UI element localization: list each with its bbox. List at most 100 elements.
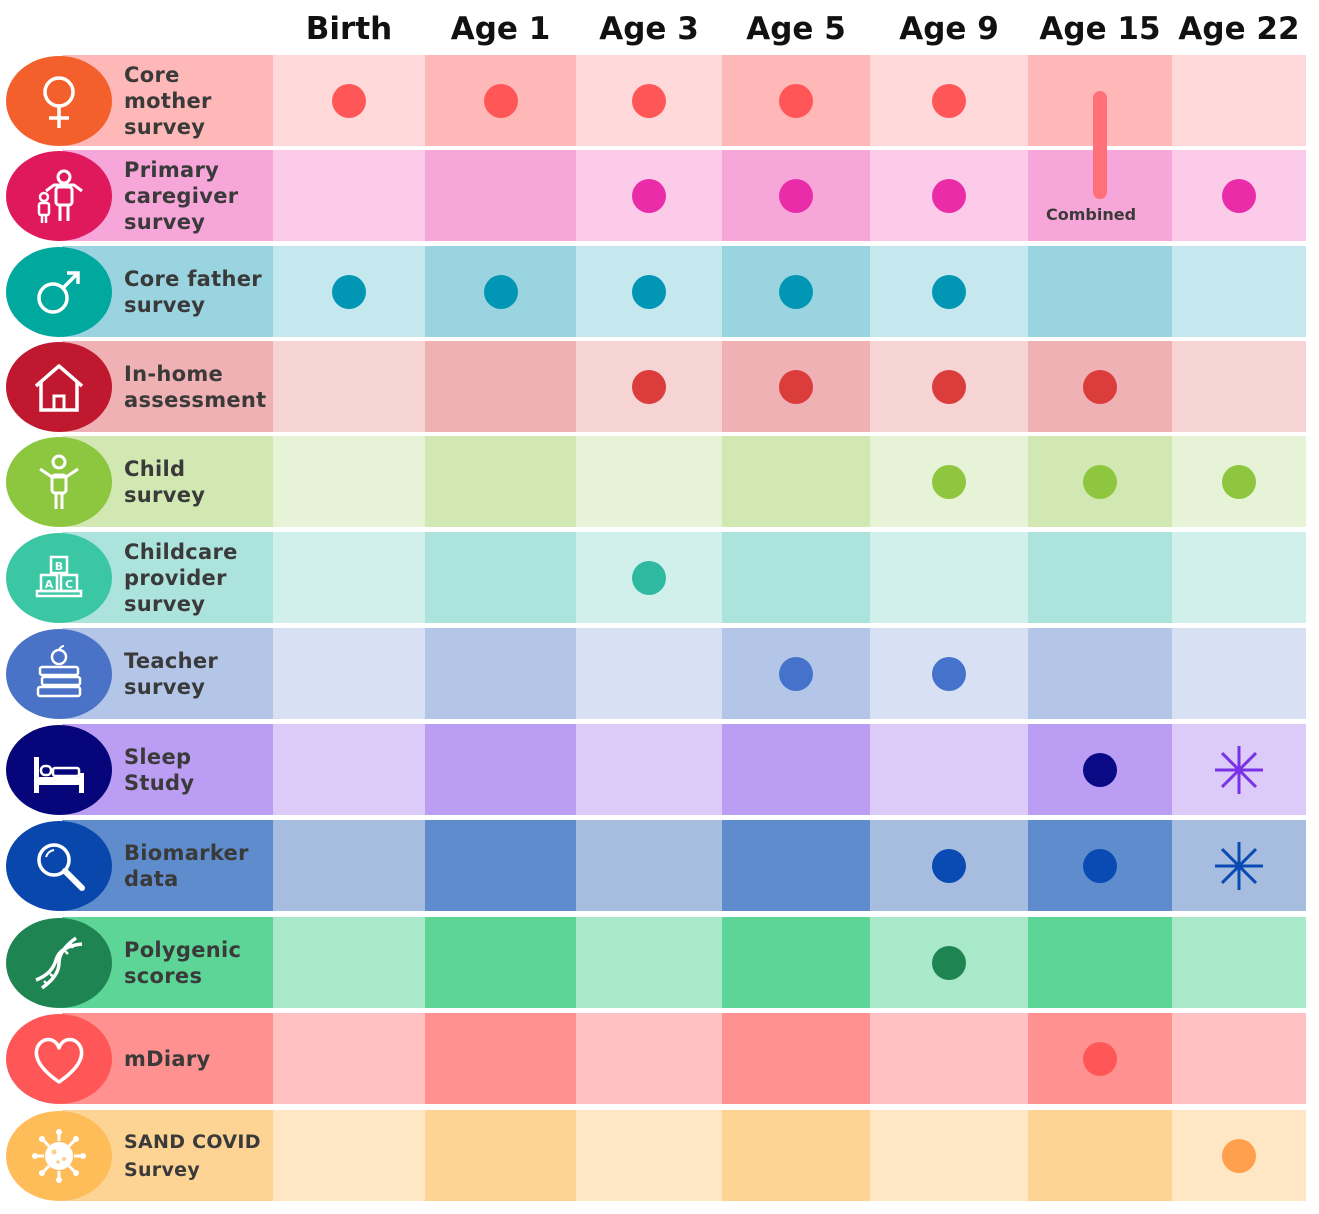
- combined-bar: [1093, 91, 1107, 199]
- row-label: Biomarker data: [124, 840, 249, 891]
- timeline-cell: [722, 532, 870, 623]
- timeline-row: Core mother survey: [0, 55, 1319, 199]
- timeline-cell: [1028, 532, 1172, 623]
- timeline-cell: [273, 150, 425, 241]
- male-symbol-icon: [6, 246, 112, 337]
- timeline-cell: [273, 628, 425, 719]
- timeline-cell: [273, 1110, 425, 1201]
- combined-note: Combined: [1046, 205, 1137, 224]
- wave-dot: [332, 274, 366, 309]
- timeline-cell: [576, 820, 722, 911]
- wave-dot: [1222, 464, 1256, 499]
- books-apple-icon: [6, 628, 112, 719]
- wave-dot: [932, 369, 966, 404]
- column-header: Age 3: [599, 11, 699, 47]
- wave-dot: [483, 274, 518, 309]
- timeline-cell: [1172, 532, 1306, 623]
- child-icon: [6, 436, 112, 527]
- row-label: Primary caregiver survey: [124, 157, 239, 234]
- timeline-cell: [273, 532, 425, 623]
- wave-dot: [632, 178, 666, 213]
- row-label: Teacher survey: [124, 648, 219, 699]
- timeline-cell: [1172, 341, 1306, 432]
- wave-dot: [1222, 178, 1256, 213]
- dna-icon: [6, 917, 112, 1008]
- wave-dot: [932, 464, 966, 499]
- column-header: Age 1: [450, 11, 551, 47]
- timeline-cell: [273, 341, 425, 432]
- timeline-cell: [425, 150, 576, 241]
- wave-dot: [1083, 464, 1117, 499]
- column-header: Birth: [305, 11, 393, 47]
- timeline-cell: [870, 724, 1028, 815]
- timeline-cell: [273, 1013, 425, 1104]
- planned-wave-star: [1215, 745, 1263, 794]
- row-label: Sleep Study: [124, 744, 195, 795]
- timeline-cell: [425, 1013, 576, 1104]
- female-symbol-icon: [6, 55, 112, 146]
- timeline-row: Child survey: [0, 436, 1319, 527]
- wave-dot: [779, 656, 813, 691]
- timeline-cell: [273, 436, 425, 527]
- timeline-cell: [576, 1110, 722, 1201]
- wave-dot: [1083, 369, 1117, 404]
- wave-dot: [632, 83, 666, 118]
- timeline-cell: [1172, 917, 1306, 1008]
- timeline-cell: [1172, 1013, 1306, 1104]
- wave-dot: [932, 274, 966, 309]
- wave-dot: [1222, 1138, 1256, 1173]
- timeline-row: Primary caregiver survey Combined: [0, 150, 1319, 241]
- timeline-cell: [1028, 917, 1172, 1008]
- wave-dot: [932, 848, 966, 883]
- bed-icon: [6, 724, 112, 815]
- timeline-cell: [870, 1013, 1028, 1104]
- row-label: mDiary: [124, 1046, 211, 1071]
- magnifier-icon: [6, 820, 112, 911]
- timeline-cell: [425, 820, 576, 911]
- timeline-row: Biomarker data: [0, 820, 1319, 911]
- timeline-cell: [425, 341, 576, 432]
- timeline-cell: [870, 1110, 1028, 1201]
- wave-dot: [332, 83, 366, 118]
- timeline-cell: [576, 436, 722, 527]
- timeline-cell: [722, 1013, 870, 1104]
- timeline-cell: [425, 917, 576, 1008]
- wave-dot: [632, 560, 666, 595]
- wave-dot: [932, 178, 966, 213]
- planned-wave-star: [1215, 841, 1263, 890]
- row-label: Childcare provider survey: [124, 539, 238, 616]
- house-icon: [6, 341, 112, 432]
- wave-dot: [483, 83, 518, 118]
- timeline-cell: [425, 628, 576, 719]
- timeline-cell: [870, 532, 1028, 623]
- row-label: In-home assessment: [124, 361, 267, 412]
- timeline-cell: [1172, 628, 1306, 719]
- timeline-cell: [1028, 1110, 1172, 1201]
- column-header: Age 9: [899, 11, 999, 47]
- svg-text:C: C: [65, 578, 73, 591]
- row-label: Child survey: [124, 456, 206, 507]
- timeline-row: Core father survey: [0, 246, 1319, 337]
- timeline-row: Teacher survey: [0, 628, 1319, 719]
- timeline-row: SAND COVID Survey: [0, 1110, 1319, 1201]
- timeline-row: In-home assessment: [0, 341, 1319, 432]
- timeline-cell: [576, 917, 722, 1008]
- wave-dot: [779, 369, 813, 404]
- timeline-cell: [1028, 628, 1172, 719]
- row-label: Core mother survey: [124, 62, 212, 139]
- timeline-row: Polygenic scores: [0, 917, 1319, 1008]
- wave-dot: [632, 369, 666, 404]
- timeline-row: mDiary: [0, 1013, 1319, 1104]
- timeline-cell: [273, 820, 425, 911]
- timeline-cell: [576, 1013, 722, 1104]
- virus-icon: [6, 1110, 112, 1201]
- timeline-row: Sleep Study: [0, 724, 1319, 815]
- wave-dot: [1083, 848, 1117, 883]
- wave-dot: [932, 945, 966, 980]
- wave-dot: [932, 83, 966, 118]
- timeline-cell: [1172, 55, 1306, 146]
- timeline-cell: [425, 724, 576, 815]
- row-label: Polygenic scores: [124, 937, 242, 988]
- timeline-cell: [273, 917, 425, 1008]
